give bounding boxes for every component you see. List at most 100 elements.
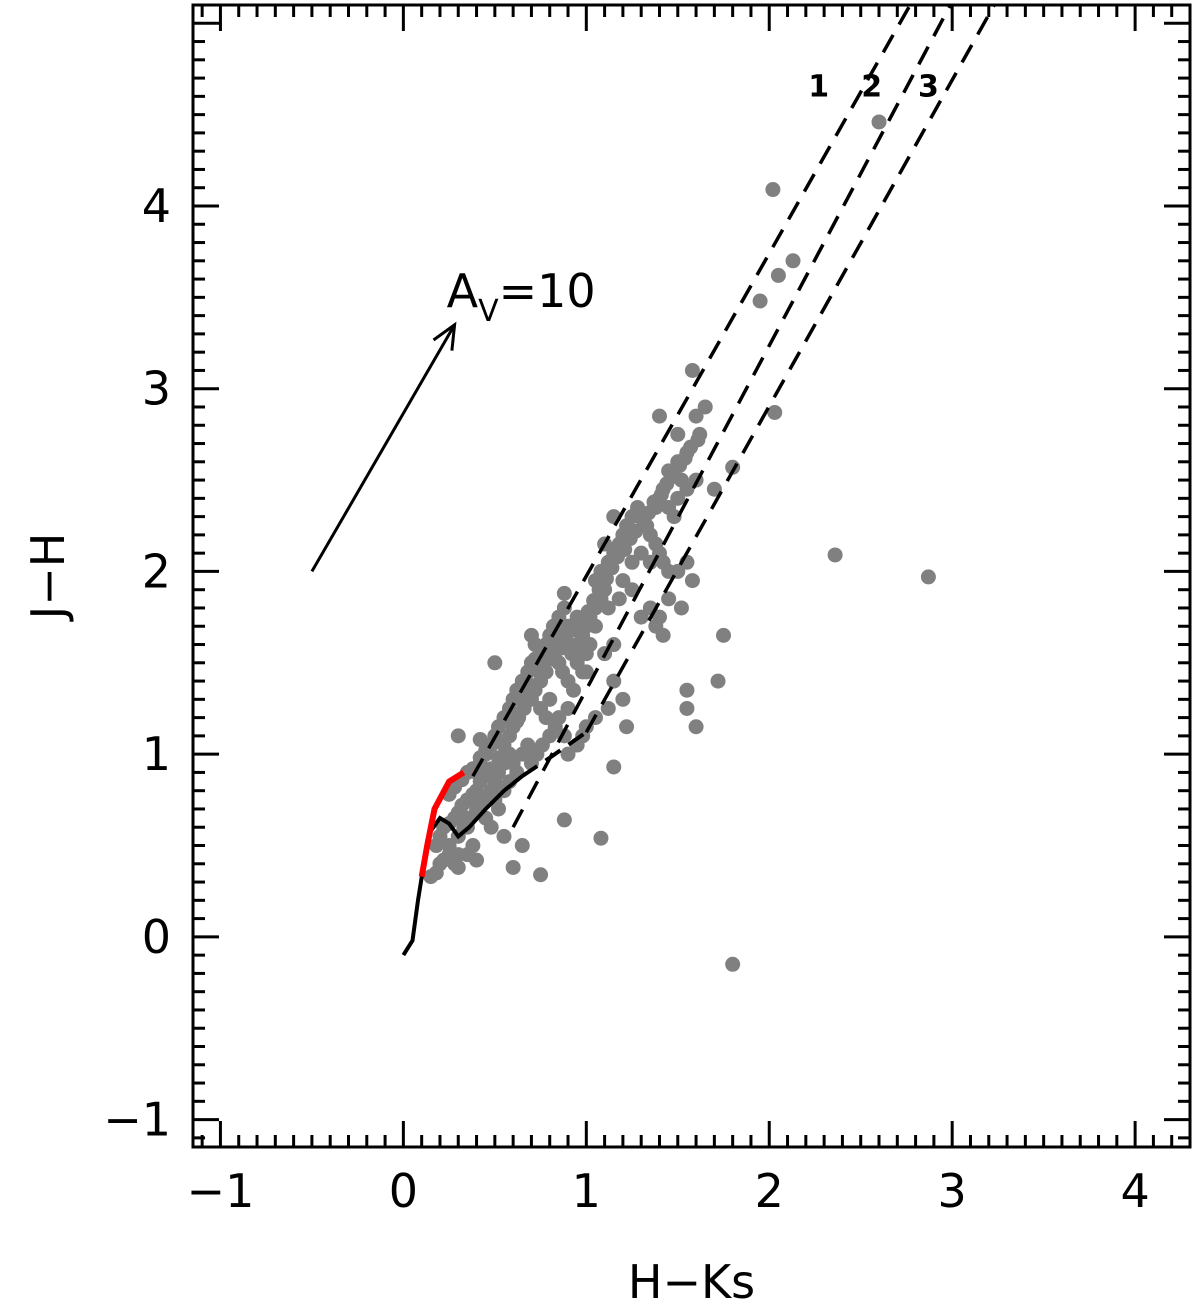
data-point bbox=[827, 547, 843, 563]
data-points bbox=[423, 114, 936, 972]
reddening-band-line bbox=[584, 4, 996, 734]
data-point bbox=[551, 710, 567, 726]
data-point bbox=[716, 627, 732, 643]
data-point bbox=[690, 432, 706, 448]
data-point bbox=[628, 523, 644, 539]
data-point bbox=[661, 591, 677, 607]
data-point bbox=[560, 746, 576, 762]
data-point bbox=[651, 408, 667, 424]
data-point bbox=[619, 719, 635, 735]
data-point bbox=[509, 713, 525, 729]
reddening-band-label: 1 bbox=[808, 69, 829, 104]
y-tick-label: 3 bbox=[142, 362, 171, 416]
data-point bbox=[538, 710, 554, 726]
data-point bbox=[679, 481, 695, 497]
x-tick-label: 2 bbox=[755, 1164, 784, 1218]
extinction-label-value: =10 bbox=[499, 264, 596, 318]
x-tick-label: 1 bbox=[572, 1164, 601, 1218]
reddening-band-line bbox=[511, 4, 952, 829]
data-point bbox=[688, 719, 704, 735]
data-point bbox=[587, 618, 603, 634]
extinction-label: AV=10 bbox=[447, 264, 596, 329]
tick-labels: −1 0 1 2 3 4 −1 0 1 2 3 4 bbox=[103, 179, 1150, 1218]
data-point bbox=[920, 569, 936, 585]
data-point bbox=[483, 819, 499, 835]
x-tick-label: 3 bbox=[938, 1164, 967, 1218]
data-point bbox=[600, 700, 616, 716]
data-point bbox=[469, 852, 485, 868]
data-point bbox=[591, 582, 607, 598]
data-point bbox=[670, 490, 686, 506]
data-point bbox=[542, 691, 558, 707]
data-point bbox=[710, 673, 726, 689]
data-point bbox=[606, 759, 622, 775]
data-point bbox=[785, 253, 801, 269]
data-point bbox=[556, 600, 572, 616]
data-point bbox=[600, 600, 616, 616]
data-point bbox=[450, 859, 466, 875]
data-point bbox=[615, 573, 631, 589]
reddening-vector: AV=10 bbox=[310, 264, 596, 573]
data-point bbox=[606, 673, 622, 689]
data-point bbox=[450, 728, 466, 744]
y-axis-title: J−H bbox=[21, 533, 75, 623]
data-point bbox=[664, 468, 680, 484]
data-point bbox=[679, 682, 695, 698]
data-point bbox=[491, 801, 507, 817]
data-point bbox=[501, 746, 517, 762]
extinction-label-main: A bbox=[447, 264, 479, 318]
data-point bbox=[483, 761, 499, 777]
data-point bbox=[556, 585, 572, 601]
data-point bbox=[450, 847, 466, 863]
data-point bbox=[560, 700, 576, 716]
y-tick-label: 4 bbox=[142, 179, 171, 233]
data-point bbox=[673, 600, 689, 616]
data-point bbox=[578, 664, 594, 680]
reddening-arrow-shaft bbox=[310, 324, 456, 573]
axis-ticks bbox=[193, 5, 1190, 1147]
y-tick-label: −1 bbox=[103, 1093, 171, 1147]
data-point bbox=[496, 828, 512, 844]
y-tick-label: 0 bbox=[142, 910, 171, 964]
dwarf-locus-curve bbox=[401, 774, 524, 957]
data-point bbox=[633, 545, 649, 561]
data-point bbox=[505, 859, 521, 875]
data-point bbox=[770, 267, 786, 283]
reddening-arrow-head bbox=[432, 321, 457, 351]
data-point bbox=[655, 627, 671, 643]
data-point bbox=[684, 573, 700, 589]
plot-frame bbox=[191, 3, 1192, 1149]
data-point bbox=[573, 615, 589, 631]
data-point bbox=[615, 691, 631, 707]
data-point bbox=[624, 554, 640, 570]
data-point bbox=[545, 651, 561, 667]
data-point bbox=[593, 830, 609, 846]
data-point bbox=[582, 637, 598, 653]
reddening-band-line bbox=[471, 4, 912, 777]
data-point bbox=[688, 408, 704, 424]
x-axis-title: H−Ks bbox=[628, 1255, 755, 1306]
data-point bbox=[679, 700, 695, 716]
data-point bbox=[765, 182, 781, 198]
extinction-label-sub: V bbox=[478, 294, 499, 329]
y-tick-label: 2 bbox=[142, 544, 171, 598]
data-point bbox=[523, 627, 539, 643]
data-point bbox=[666, 509, 682, 525]
data-point bbox=[684, 362, 700, 378]
data-point bbox=[611, 591, 627, 607]
giant-locus-curve bbox=[418, 769, 466, 878]
data-point bbox=[441, 838, 457, 854]
data-point bbox=[706, 481, 722, 497]
data-point bbox=[633, 609, 649, 625]
data-point bbox=[697, 399, 713, 415]
data-point bbox=[514, 838, 530, 854]
data-point bbox=[725, 956, 741, 972]
data-point bbox=[533, 867, 549, 883]
x-tick-label: 4 bbox=[1120, 1164, 1149, 1218]
reddening-band-label: 3 bbox=[918, 69, 939, 104]
data-point bbox=[558, 633, 574, 649]
x-tick-label: 0 bbox=[389, 1164, 418, 1218]
data-point bbox=[520, 737, 536, 753]
data-point bbox=[670, 426, 686, 442]
